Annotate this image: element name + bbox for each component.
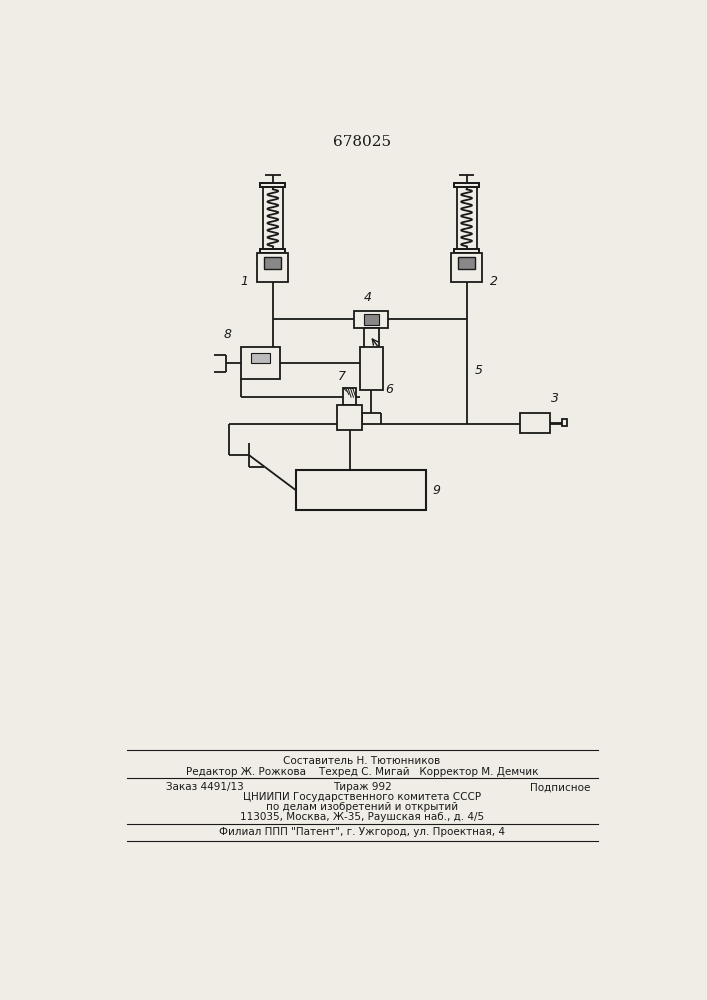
Bar (260, 183, 285, 187)
Bar (454, 249, 479, 253)
Bar (260, 249, 285, 253)
Text: ЦНИИПИ Государственного комитета СССР: ЦНИИПИ Государственного комитета СССР (243, 792, 481, 802)
Bar (520, 413, 549, 433)
Bar (260, 249, 285, 253)
Text: 4: 4 (363, 291, 371, 304)
Text: Редактор Ж. Рожкова    Техред С. Мигай   Корректор М. Демчик: Редактор Ж. Рожкова Техред С. Мигай Корр… (186, 767, 538, 777)
Bar (344, 388, 356, 405)
Bar (363, 314, 379, 325)
Bar (451, 253, 482, 282)
Bar (458, 257, 475, 269)
Text: 8: 8 (224, 328, 232, 341)
Text: Тираж 992: Тираж 992 (332, 782, 392, 792)
Text: Составитель Н. Тютюнников: Составитель Н. Тютюнников (284, 756, 440, 766)
Text: 1: 1 (240, 275, 248, 288)
Bar (337, 405, 362, 430)
Bar (454, 249, 479, 253)
Bar (562, 419, 567, 426)
Bar (454, 183, 479, 187)
Text: 5: 5 (474, 364, 482, 377)
Text: 3: 3 (551, 392, 559, 405)
Bar (264, 257, 281, 269)
Text: 678025: 678025 (333, 135, 391, 149)
Text: 6: 6 (385, 383, 393, 396)
Text: 9: 9 (433, 484, 440, 497)
Bar (296, 470, 426, 510)
Bar (241, 347, 280, 379)
Text: Филиал ППП "Патент", г. Ужгород, ул. Проектная, 4: Филиал ППП "Патент", г. Ужгород, ул. Про… (219, 827, 505, 837)
Bar (251, 353, 270, 363)
Bar (360, 347, 383, 389)
Text: Заказ 4491/13: Заказ 4491/13 (166, 782, 244, 792)
Bar (354, 311, 388, 328)
Text: 7: 7 (338, 370, 346, 383)
Text: 113035, Москва, Ж-35, Раушская наб., д. 4/5: 113035, Москва, Ж-35, Раушская наб., д. … (240, 812, 484, 822)
Text: по делам изобретений и открытий: по делам изобретений и открытий (266, 802, 458, 812)
Bar (257, 253, 288, 282)
Bar (363, 328, 379, 351)
Text: Подписное: Подписное (530, 782, 590, 792)
Bar (260, 183, 285, 187)
Bar (454, 183, 479, 187)
Text: 2: 2 (490, 275, 498, 288)
